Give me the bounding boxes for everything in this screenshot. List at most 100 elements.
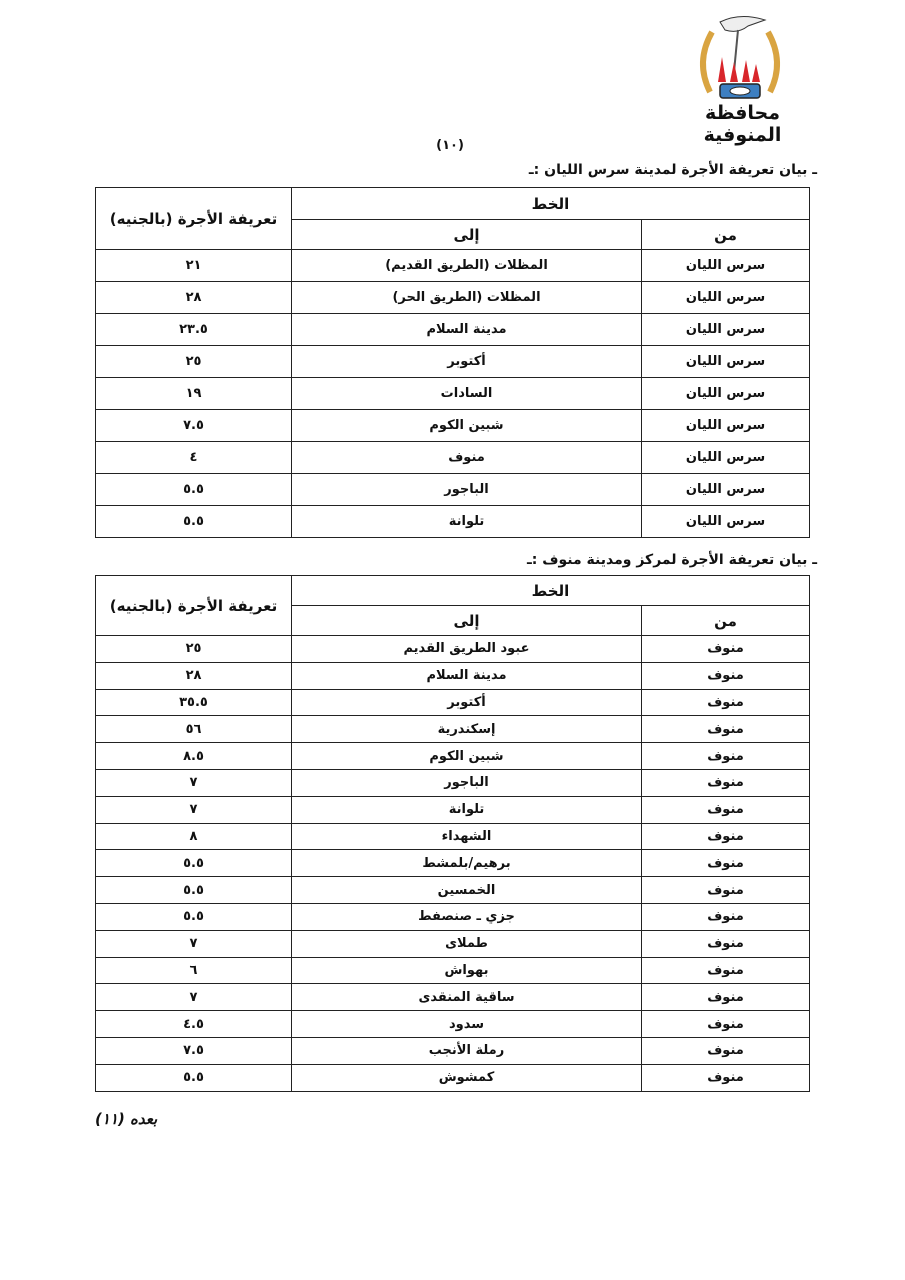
cell-to: تلوانة <box>291 505 642 538</box>
cell-to: بهواش <box>291 956 642 985</box>
table-row: منوف الخمسين ٥.٥ <box>95 876 810 904</box>
cell-from: منوف <box>641 1010 810 1038</box>
cell-fare: ٢٥ <box>95 345 292 378</box>
cell-from: سرس الليان <box>641 505 810 538</box>
header-line: الخط <box>291 187 810 220</box>
cell-from: منوف <box>641 902 810 931</box>
cell-to: إسكندرية <box>291 715 642 744</box>
cell-fare: ٨ <box>95 822 292 851</box>
table-row: منوف عبود الطريق القديم ٢٥ <box>95 635 810 663</box>
cell-fare: ٤.٥ <box>95 1010 292 1038</box>
cell-from: منوف <box>641 768 810 797</box>
cell-fare: ٥.٥ <box>95 902 292 931</box>
section-title-sers-ellayan: ـ بيان تعريفة الأجرة لمدينة سرس الليان :… <box>528 162 817 178</box>
table-row: منوف الباجور ٧ <box>95 768 810 797</box>
table-row: منوف مدينة السلام ٢٨ <box>95 661 810 690</box>
header-to: إلى <box>291 605 642 636</box>
header-to: إلى <box>291 219 642 250</box>
cell-to: كمشوش <box>291 1063 642 1092</box>
cell-from: منوف <box>641 742 810 770</box>
fare-table-menouf: الخط تعريفة الأجرة (بالجنيه) من إلى منوف… <box>95 575 810 1092</box>
cell-from: منوف <box>641 715 810 744</box>
cell-fare: ١٩ <box>95 377 292 410</box>
cell-to: شبين الكوم <box>291 409 642 442</box>
cell-from: سرس الليان <box>641 345 810 378</box>
cell-fare: ٢١ <box>95 249 292 282</box>
cell-to: جزي ـ صنصفط <box>291 902 642 931</box>
cell-from: منوف <box>641 983 810 1012</box>
fare-table-sers-ellayan: الخط تعريفة الأجرة (بالجنيه) من إلى سرس … <box>95 187 810 538</box>
cell-to: المظلات (الطريق الحر) <box>291 281 642 314</box>
cell-to: طملاى <box>291 929 642 958</box>
cell-fare: ٥٦ <box>95 715 292 744</box>
cell-from: منوف <box>641 795 810 824</box>
cell-to: الباجور <box>291 473 642 506</box>
table-row: سرس الليان المظلات (الطريق القديم) ٢١ <box>95 249 810 282</box>
table-row: منوف برهيم/بلمشط ٥.٥ <box>95 849 810 878</box>
page-number: (١٠) <box>436 138 464 153</box>
cell-from: سرس الليان <box>641 409 810 442</box>
header-fare: تعريفة الأجرة (بالجنيه) <box>95 187 292 250</box>
cell-fare: ٧.٥ <box>95 1036 292 1065</box>
table-row: سرس الليان شبين الكوم ٧.٥ <box>95 409 810 442</box>
cell-fare: ٧ <box>95 929 292 958</box>
table-row: منوف جزي ـ صنصفط ٥.٥ <box>95 902 810 931</box>
table-row: منوف طملاى ٧ <box>95 929 810 958</box>
cell-fare: ٨.٥ <box>95 742 292 770</box>
cell-to: مدينة السلام <box>291 661 642 690</box>
cell-fare: ٦ <box>95 956 292 985</box>
cell-to: الباجور <box>291 768 642 797</box>
cell-from: منوف <box>641 956 810 985</box>
table-row: سرس الليان أكتوبر ٢٥ <box>95 345 810 378</box>
cell-to: أكتوبر <box>291 345 642 378</box>
cell-to: الشهداء <box>291 822 642 851</box>
cell-fare: ٢٥ <box>95 635 292 663</box>
table-row: منوف بهواش ٦ <box>95 956 810 985</box>
cell-to: شبين الكوم <box>291 742 642 770</box>
cell-from: منوف <box>641 876 810 904</box>
cell-fare: ٥.٥ <box>95 876 292 904</box>
cell-to: برهيم/بلمشط <box>291 849 642 878</box>
cell-from: سرس الليان <box>641 473 810 506</box>
cell-to: مدينة السلام <box>291 313 642 346</box>
table-row: سرس الليان مدينة السلام ٢٣.٥ <box>95 313 810 346</box>
cell-to: المظلات (الطريق القديم) <box>291 249 642 282</box>
cell-fare: ٥.٥ <box>95 505 292 538</box>
cell-from: سرس الليان <box>641 377 810 410</box>
cell-from: سرس الليان <box>641 441 810 474</box>
cell-fare: ٥.٥ <box>95 1063 292 1092</box>
cell-fare: ٧ <box>95 983 292 1012</box>
cell-from: سرس الليان <box>641 249 810 282</box>
cell-fare: ٢٨ <box>95 281 292 314</box>
cell-to: سدود <box>291 1010 642 1038</box>
cell-from: منوف <box>641 822 810 851</box>
cell-to: تلوانة <box>291 795 642 824</box>
table-row: منوف تلوانة ٧ <box>95 795 810 824</box>
cell-fare: ٣٥.٥ <box>95 688 292 717</box>
table-row: منوف كمشوش ٥.٥ <box>95 1063 810 1092</box>
cell-to: الخمسين <box>291 876 642 904</box>
table-row: منوف ساقية المنقدى ٧ <box>95 983 810 1012</box>
table-row: سرس الليان المظلات (الطريق الحر) ٢٨ <box>95 281 810 314</box>
table-row: سرس الليان الباجور ٥.٥ <box>95 473 810 506</box>
cell-from: منوف <box>641 929 810 958</box>
cell-from: منوف <box>641 1063 810 1092</box>
cell-from: منوف <box>641 661 810 690</box>
cell-to: رملة الأنجب <box>291 1036 642 1065</box>
cell-fare: ٥.٥ <box>95 849 292 878</box>
cell-to: عبود الطريق القديم <box>291 635 642 663</box>
governorate-logo <box>699 16 781 99</box>
header-from: من <box>641 605 810 636</box>
cell-fare: ٢٣.٥ <box>95 313 292 346</box>
cell-from: منوف <box>641 688 810 717</box>
cell-fare: ٧ <box>95 795 292 824</box>
table-row: سرس الليان منوف ٤ <box>95 441 810 474</box>
header-line: الخط <box>291 575 810 606</box>
cell-from: منوف <box>641 849 810 878</box>
table-row: سرس الليان تلوانة ٥.٥ <box>95 505 810 538</box>
cell-from: منوف <box>641 635 810 663</box>
cell-fare: ٧.٥ <box>95 409 292 442</box>
header-from: من <box>641 219 810 250</box>
governorate-name: محافظة المنوفية <box>703 102 782 146</box>
cell-to: منوف <box>291 441 642 474</box>
